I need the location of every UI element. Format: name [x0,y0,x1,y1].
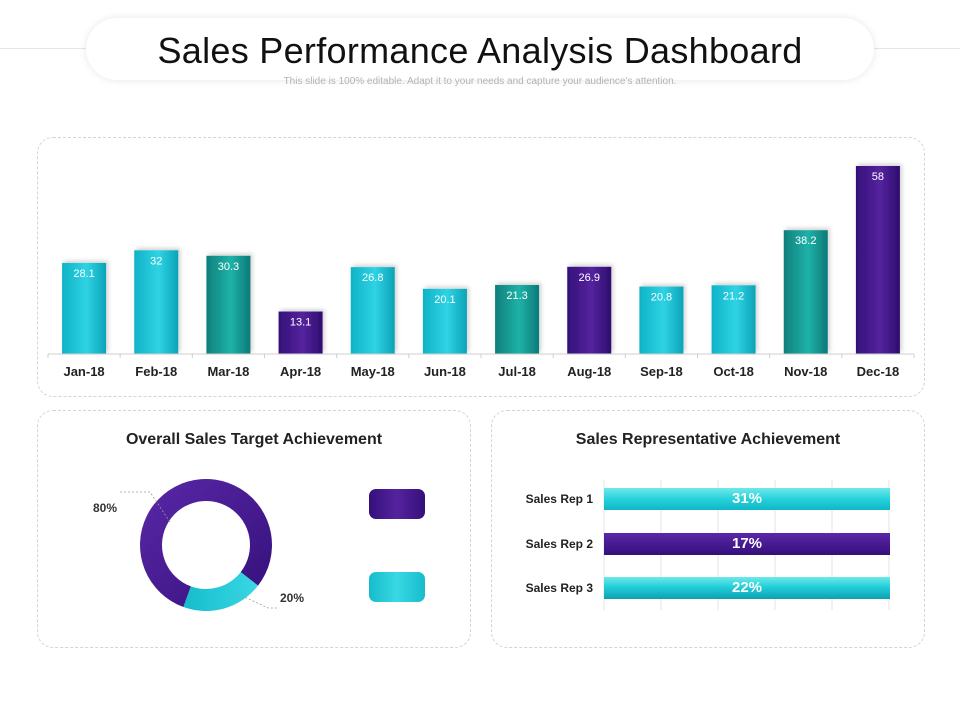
bar-value-label: 26.8 [362,272,383,284]
rep-label-2: Sales Rep 2 [525,537,593,551]
rep-bar-row-1: 31% [604,488,890,510]
bar-value-label: 58 [872,171,884,183]
target-achievement-title: Overall Sales Target Achievement [125,431,383,448]
rep-bar-3 [604,577,890,599]
bar-value-label: 13.1 [290,317,311,329]
rep-label-3: Sales Rep 3 [525,581,593,595]
donut-label-80: 80% [93,501,118,515]
rep-achievement-title: Sales Representative Achievement [575,431,841,448]
rep-bar-row-2: 17% [604,533,890,555]
monthly-bar-chart: 28.1 32 30.3 13.1 26.8 20.1 21.3 26.9 20.8 21.2 38… [47,166,915,379]
x-tick-label: Oct-18 [713,364,753,379]
bar-value-label: 21.2 [723,290,744,302]
rep-value-1: 31% [731,490,763,507]
page-title: Sales Performance Analysis Dashboard [157,30,803,71]
x-tick-label: Jul-18 [498,364,536,379]
bar-value-label: 21.3 [506,290,527,302]
x-tick-label: May-18 [351,364,395,379]
bar-value-label: 38.2 [795,235,816,247]
x-tick-label: Dec-18 [857,364,900,379]
bar-jun-18 [422,288,467,354]
bar-mar-18 [206,255,251,354]
donut-label-20: 20% [280,591,305,605]
rep-value-2: 17% [731,535,763,552]
title-rule-right [860,48,960,49]
rep-bar-row-3: 22% [604,577,890,599]
bar-sep-18 [639,286,684,354]
x-tick-label: Mar-18 [207,364,249,379]
page-subtitle: This slide is 100% editable. Adapt it to… [283,76,677,87]
donut-slice-80 [140,479,272,608]
legend-swatch-cyan [369,572,425,602]
rep-value-3: 22% [731,579,763,596]
rep-bar-1 [604,488,890,510]
bar-oct-18 [711,285,756,354]
bar-value-label: 20.1 [434,294,455,306]
rep-bar-2 [604,533,890,555]
rep-label-1: Sales Rep 1 [525,492,593,506]
bar-jul-18 [495,284,540,354]
rep-achievement-panel: Sales Representative Achievement [491,410,925,648]
bar-value-label: 28.1 [73,268,94,280]
leader-line-20 [237,593,278,609]
title-pill [86,18,874,80]
bar-value-label: 26.9 [579,272,600,284]
bar-value-label: 20.8 [651,292,672,304]
x-tick-label: Jan-18 [63,364,104,379]
leader-line-80 [118,491,171,523]
bar-feb-18 [134,250,179,354]
donut-slice-20 [183,572,259,611]
bar-value-label: 32 [150,255,162,267]
x-tick-label: Aug-18 [567,364,611,379]
bar-aug-18 [567,266,612,354]
bar-value-label: 30.3 [218,261,239,273]
x-tick-label: Feb-18 [135,364,177,379]
bar-dec-18 [855,166,900,354]
monthly-chart-panel: 28.1 32 30.3 13.1 26.8 20.1 21.3 26.9 20.8 21.2 38… [37,137,925,397]
x-tick-label: Apr-18 [280,364,321,379]
legend-swatch-purple [369,489,425,519]
target-donut-chart [118,479,278,611]
x-tick-label: Jun-18 [424,364,466,379]
title-rule-left [0,48,100,49]
x-tick-label: Sep-18 [640,364,683,379]
bar-may-18 [350,267,395,354]
bar-apr-18 [278,311,323,354]
bar-nov-18 [783,230,828,354]
bar-jan-18 [62,262,107,354]
x-tick-label: Nov-18 [784,364,827,379]
